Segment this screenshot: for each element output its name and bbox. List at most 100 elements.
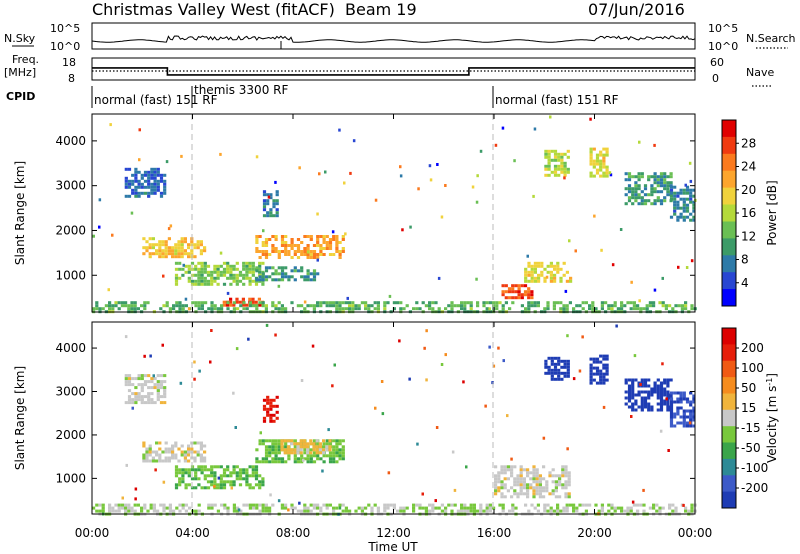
data-cell [547, 356, 551, 360]
data-cell [519, 477, 523, 481]
data-cell [306, 451, 310, 455]
data-cell [692, 412, 696, 416]
data-cell [485, 509, 489, 513]
data-cell [494, 474, 498, 478]
data-cell [553, 267, 557, 271]
data-cell [566, 170, 570, 174]
data-cell [220, 307, 224, 311]
data-cell [161, 243, 165, 247]
data-cell [551, 489, 555, 493]
data-cell [235, 267, 239, 271]
data-cell [567, 495, 571, 499]
data-cell [158, 240, 162, 244]
data-cell [565, 307, 569, 311]
data-cell [255, 238, 259, 241]
data-cell [634, 199, 638, 203]
data-cell [242, 471, 246, 475]
data-cell [348, 304, 352, 308]
data-cell [153, 191, 157, 195]
data-cell [255, 304, 259, 308]
data-cell [418, 307, 422, 311]
data-cell [663, 199, 667, 203]
data-cell [232, 471, 236, 475]
data-cell [155, 453, 159, 457]
data-cell [168, 506, 172, 510]
data-cell [569, 276, 573, 280]
data-cell [447, 503, 451, 507]
data-cell [207, 503, 211, 507]
data-cell [312, 250, 317, 253]
data-cell [172, 307, 176, 311]
data-cell [648, 301, 652, 305]
data-cell [299, 439, 303, 443]
data-cell [679, 421, 683, 425]
data-cell [335, 304, 339, 308]
data-cell [645, 304, 649, 308]
data-cell [472, 506, 476, 510]
data-cell [153, 182, 157, 186]
data-cell [196, 240, 200, 244]
data-cell [203, 249, 207, 253]
data-cell [255, 266, 259, 270]
cpid-segment-2: themis 3300 RF [194, 83, 288, 97]
data-cell [187, 267, 191, 271]
data-cell [290, 275, 294, 279]
data-cell [564, 480, 568, 484]
data-cell [277, 457, 281, 461]
data-cell [692, 218, 696, 222]
data-cell [685, 421, 690, 425]
data-cell [647, 408, 651, 412]
data-cell [643, 199, 648, 203]
data-cell [669, 391, 674, 395]
data-cell [152, 503, 156, 507]
data-cell [526, 489, 530, 493]
data-cell [630, 415, 633, 418]
colorbar-swatch [722, 187, 736, 205]
data-cell [290, 439, 294, 443]
data-cell [462, 380, 465, 384]
data-cell [184, 486, 188, 490]
data-cell [274, 278, 278, 282]
data-cell [591, 304, 595, 308]
data-cell [663, 175, 667, 179]
data-cell [117, 509, 121, 513]
data-cell [629, 301, 633, 305]
colorbar-tick-label: 28 [741, 136, 756, 150]
data-cell [647, 405, 651, 409]
data-cell [383, 301, 387, 305]
data-cell [599, 378, 603, 382]
data-cell [187, 468, 191, 472]
data-cell [306, 457, 310, 461]
data-cell [101, 509, 105, 513]
data-cell [428, 164, 432, 168]
data-cell [284, 247, 288, 250]
data-cell [328, 241, 333, 244]
data-cell [264, 460, 269, 464]
data-cell [217, 476, 221, 480]
data-cell [140, 304, 144, 308]
data-cell [277, 439, 281, 443]
data-cell [522, 486, 526, 490]
data-cell [117, 506, 121, 510]
data-cell [111, 304, 115, 308]
data-cell [150, 401, 154, 405]
data-cell [251, 471, 255, 475]
data-cell [124, 509, 128, 513]
data-cell [143, 301, 147, 305]
data-cell [501, 290, 505, 294]
data-cell [309, 278, 313, 282]
data-cell [640, 199, 644, 203]
data-cell [674, 509, 678, 513]
data-cell [424, 304, 428, 308]
data-cell [409, 225, 412, 229]
data-cell [626, 509, 630, 513]
data-cell [210, 304, 214, 308]
data-cell [516, 480, 520, 484]
data-cell [146, 509, 150, 513]
data-cell [168, 307, 172, 311]
data-cell [251, 474, 255, 478]
data-cell [261, 250, 265, 253]
data-cell [640, 390, 644, 394]
data-cell [234, 426, 237, 429]
data-cell [636, 503, 640, 507]
